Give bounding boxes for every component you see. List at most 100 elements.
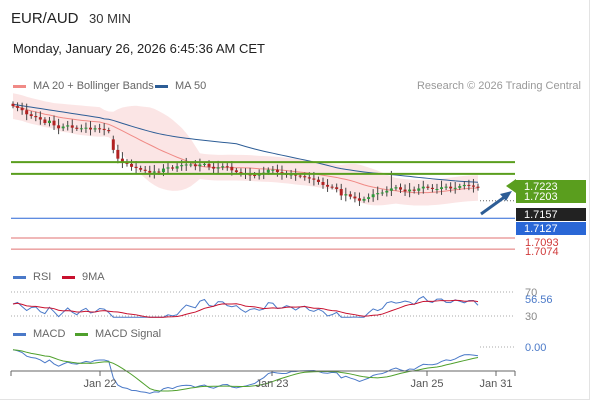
candle-body	[120, 158, 124, 163]
candle-body	[38, 117, 42, 120]
candle-body	[403, 189, 407, 192]
candle-body	[79, 128, 83, 130]
candle-body	[225, 166, 229, 168]
candle	[449, 182, 453, 193]
candle-body	[89, 127, 92, 130]
candle-body	[20, 107, 24, 111]
legend-ma50-label: MA 50	[175, 80, 207, 92]
candle-body	[394, 187, 398, 189]
macd-signal-line	[12, 349, 479, 392]
rsi-9ma-line	[12, 299, 479, 318]
candle-body	[43, 119, 47, 124]
candle	[330, 184, 334, 190]
candle	[171, 165, 175, 171]
candle-body	[312, 178, 316, 180]
candle-body	[421, 186, 425, 189]
candle-body	[234, 170, 238, 173]
legend-macd-signal-swatch	[75, 333, 88, 336]
candle-body	[134, 166, 138, 168]
candle	[20, 102, 24, 115]
candle-body	[70, 125, 74, 128]
bollinger-band-fill	[13, 93, 478, 206]
candle-body	[417, 188, 421, 191]
candle	[476, 183, 480, 191]
candle-body	[216, 167, 220, 169]
candle-body	[326, 184, 330, 187]
x-tick-label: Jan 25	[410, 378, 443, 390]
support-level-2-label: 1.7093	[525, 237, 559, 249]
candle-body	[52, 120, 56, 126]
candle-body	[380, 192, 384, 194]
support-level-3-label: 1.7074	[525, 246, 559, 258]
candle-body	[467, 184, 471, 186]
candle-body	[171, 167, 175, 169]
candle	[326, 179, 330, 192]
candle	[57, 118, 61, 135]
candle-body	[444, 186, 448, 188]
candle	[148, 165, 152, 178]
candle-body	[321, 182, 325, 185]
macd-line	[12, 349, 479, 394]
candle	[52, 115, 56, 130]
candle	[412, 186, 416, 194]
x-tick-label: Jan 22	[83, 378, 116, 390]
rsi-value-label: 56.56	[525, 294, 553, 306]
candle-body	[294, 174, 298, 176]
candle	[367, 193, 371, 203]
legend-ma20-label: MA 20 + Bollinger Bands	[33, 80, 154, 92]
candle	[371, 189, 375, 202]
candle-body	[130, 163, 134, 167]
legend-rsi-label: RSI	[33, 271, 52, 283]
candle-body	[207, 163, 211, 167]
candle-body	[93, 128, 97, 130]
legend-macd-label: MACD	[33, 328, 66, 340]
candle-body	[476, 186, 480, 188]
candle-body	[221, 166, 225, 168]
candle-body	[303, 176, 307, 178]
candle	[440, 180, 444, 195]
candle-body	[157, 171, 161, 173]
candle	[426, 184, 430, 190]
candle	[380, 189, 384, 196]
candle	[34, 111, 38, 122]
candle	[61, 123, 65, 132]
candle	[212, 161, 216, 174]
candle	[316, 176, 320, 185]
legend-9ma-label: 9MA	[82, 271, 105, 283]
resistance-tag-pointer	[506, 179, 516, 193]
candle	[344, 187, 348, 202]
candle-body	[462, 184, 466, 187]
candle-body	[180, 165, 184, 167]
candle-body	[289, 174, 293, 176]
candle	[362, 196, 366, 203]
candle	[98, 123, 102, 133]
candle	[335, 183, 339, 193]
candle-body	[298, 175, 302, 177]
legend-macd-swatch	[13, 333, 26, 336]
candle	[29, 111, 33, 119]
macd-value-label: 0.00	[525, 342, 546, 354]
candle-body	[166, 167, 170, 169]
candle	[357, 192, 361, 206]
timeframe-label[interactable]: 30 MIN	[89, 11, 131, 26]
candle-body	[57, 125, 61, 129]
candle	[453, 182, 457, 194]
candle-body	[139, 167, 143, 170]
forecast-arrow-shaft	[480, 194, 507, 216]
credit-text: Research © 2026 Trading Central	[416, 80, 581, 92]
candle	[93, 125, 97, 133]
support-level-1-tag	[516, 222, 586, 235]
legend-9ma-swatch	[62, 276, 75, 279]
candle	[471, 178, 475, 193]
candle-body	[143, 169, 147, 171]
candle	[175, 162, 179, 172]
candle-body	[198, 164, 202, 167]
candle-body	[362, 198, 366, 201]
candle	[84, 122, 88, 133]
candle-body	[458, 186, 462, 188]
candle	[152, 164, 156, 179]
candle	[89, 121, 92, 136]
candle	[462, 181, 466, 190]
candle	[66, 120, 70, 131]
